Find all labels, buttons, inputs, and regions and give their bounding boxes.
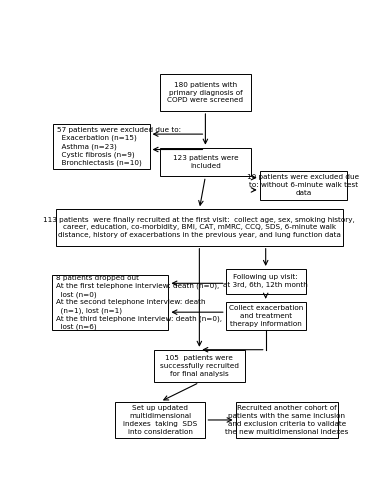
FancyBboxPatch shape	[53, 274, 168, 330]
Text: 8 patients dropped out
At the first telephone interview: death (n=0),
  lost (n=: 8 patients dropped out At the first tele…	[56, 275, 222, 330]
Text: Collect exacerbation
and treatment
therapy information: Collect exacerbation and treatment thera…	[229, 306, 303, 327]
FancyBboxPatch shape	[115, 402, 205, 438]
Text: 57 patients were excluded due to:
  Exacerbation (n=15)
  Asthma (n=23)
  Cystic: 57 patients were excluded due to: Exacer…	[57, 127, 181, 166]
FancyBboxPatch shape	[160, 74, 251, 111]
Text: Set up updated
multidimensional
indexes  taking  SDS
into consideration: Set up updated multidimensional indexes …	[123, 406, 197, 434]
FancyBboxPatch shape	[226, 269, 306, 294]
Text: 10 patients were excluded due
to: without 6-minute walk test
data: 10 patients were excluded due to: withou…	[247, 174, 359, 196]
FancyBboxPatch shape	[53, 124, 150, 169]
FancyBboxPatch shape	[160, 148, 251, 176]
FancyBboxPatch shape	[226, 302, 306, 330]
FancyBboxPatch shape	[235, 402, 338, 438]
Text: Following up visit:
at 3rd, 6th, 12th month: Following up visit: at 3rd, 6th, 12th mo…	[223, 274, 308, 288]
FancyBboxPatch shape	[154, 350, 245, 382]
Text: 105  patients were
successfully recruited
for final analysis: 105 patients were successfully recruited…	[160, 356, 239, 377]
FancyBboxPatch shape	[260, 170, 347, 200]
Text: 180 patients with
primary diagnosis of
COPD were screened: 180 patients with primary diagnosis of C…	[167, 82, 244, 104]
Text: Recruited another cohort of
patients with the same inclusion
and exclusion crite: Recruited another cohort of patients wit…	[225, 406, 349, 434]
Text: 123 patients were
included: 123 patients were included	[173, 155, 238, 169]
FancyBboxPatch shape	[56, 209, 343, 246]
Text: 113 patients  were finally recruited at the first visit:  collect age, sex, smok: 113 patients were finally recruited at t…	[44, 216, 355, 238]
